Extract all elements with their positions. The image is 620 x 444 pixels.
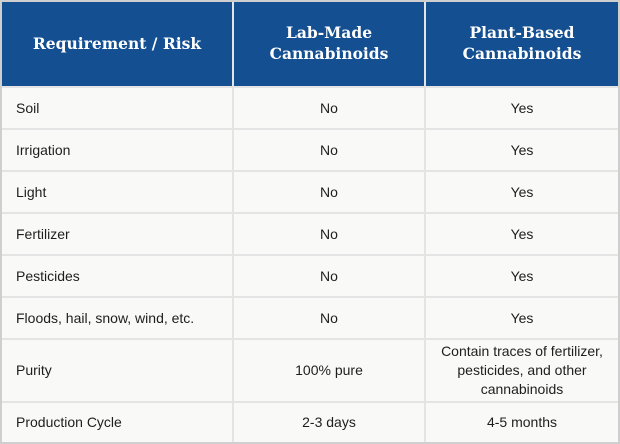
plant-based-value-purity: Contain traces of fertilizer, pesticides… xyxy=(426,340,618,401)
lab-made-value-purity: 100% pure xyxy=(234,340,424,401)
lab-made-value-fertilizer: No xyxy=(234,214,424,254)
row-label-soil: Soil xyxy=(2,88,232,128)
plant-based-value-fertilizer: Yes xyxy=(426,214,618,254)
plant-based-value-light: Yes xyxy=(426,172,618,212)
lab-made-value-floods: No xyxy=(234,298,424,338)
lab-made-value-production-cycle: 2-3 days xyxy=(234,403,424,442)
plant-based-value-soil: Yes xyxy=(426,88,618,128)
lab-made-value-light: No xyxy=(234,172,424,212)
plant-based-value-pesticides: Yes xyxy=(426,256,618,296)
row-label-pesticides: Pesticides xyxy=(2,256,232,296)
plant-based-value-production-cycle: 4-5 months xyxy=(426,403,618,442)
header-requirement-risk: Requirement / Risk xyxy=(2,2,232,86)
lab-made-value-pesticides: No xyxy=(234,256,424,296)
row-label-purity: Purity xyxy=(2,340,232,401)
plant-based-value-irrigation: Yes xyxy=(426,130,618,170)
row-label-production-cycle: Production Cycle xyxy=(2,403,232,442)
header-plant-based: Plant-Based Cannabinoids xyxy=(426,2,618,86)
header-lab-made: Lab-Made Cannabinoids xyxy=(234,2,424,86)
row-label-fertilizer: Fertilizer xyxy=(2,214,232,254)
row-label-floods: Floods, hail, snow, wind, etc. xyxy=(2,298,232,338)
row-label-irrigation: Irrigation xyxy=(2,130,232,170)
plant-based-value-floods: Yes xyxy=(426,298,618,338)
lab-made-value-soil: No xyxy=(234,88,424,128)
lab-made-value-irrigation: No xyxy=(234,130,424,170)
row-label-light: Light xyxy=(2,172,232,212)
